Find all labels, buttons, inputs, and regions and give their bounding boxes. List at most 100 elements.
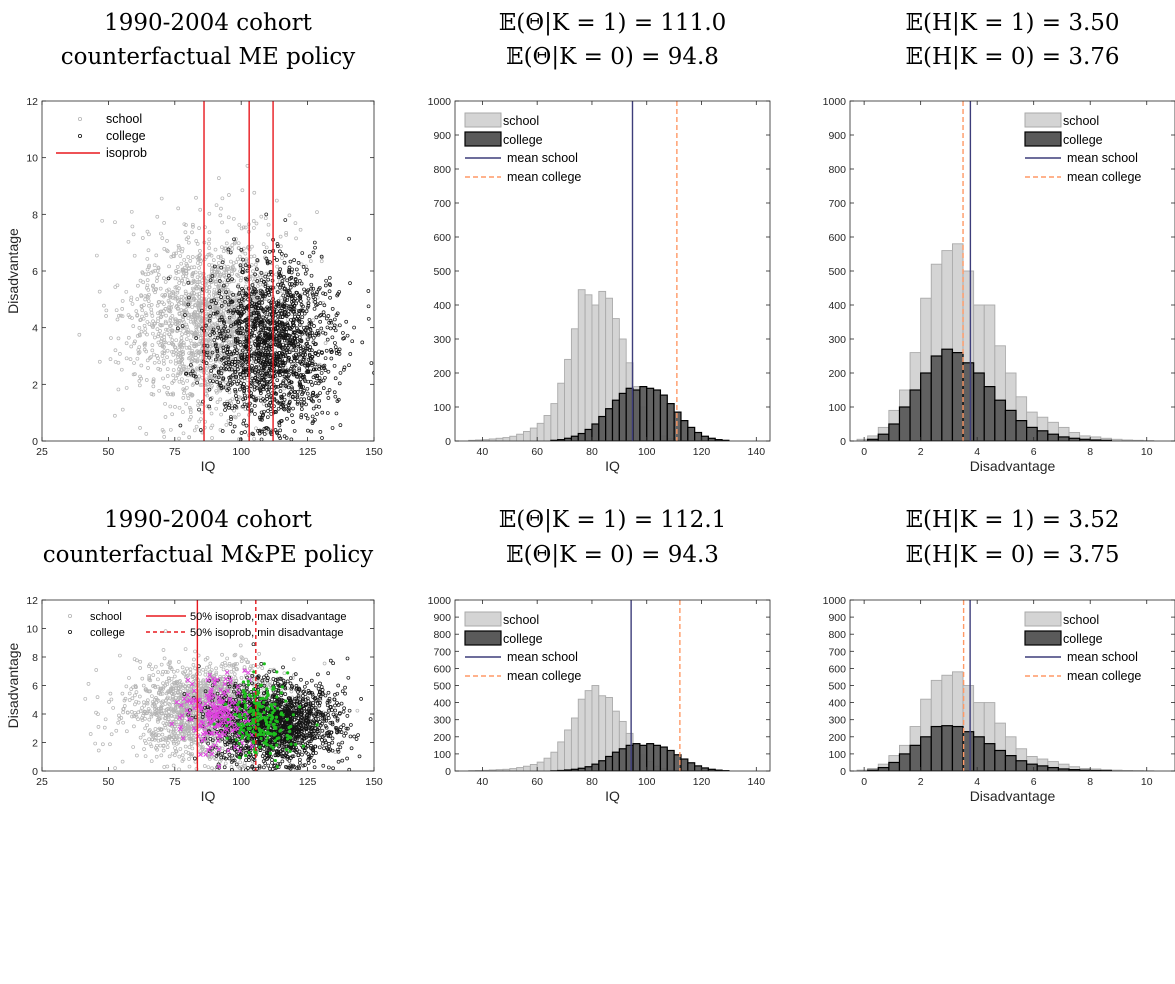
scatter-point [273,356,278,361]
scatter-point [305,362,310,367]
hist-bar [694,431,703,441]
scatter-point [241,370,246,375]
hist-bar [516,433,524,441]
hist-bar [550,403,559,441]
scatter-point [132,361,136,365]
scatter-point [206,382,211,387]
scatter-point [244,258,248,263]
scatter-point [306,428,310,433]
scatter-point [139,294,144,299]
scatter-point [323,341,328,345]
scatter-point [174,726,178,731]
scatter-point [243,251,248,256]
scatter-point [190,746,195,751]
scatter-point [255,279,260,283]
scatter-point [290,413,294,418]
scatter-point [287,213,292,218]
scatter-point [266,335,270,340]
scatter-point [124,356,129,361]
scatter-point [280,358,285,363]
scatter-point [240,326,245,331]
scatter-point [255,295,259,300]
scatter-point [260,351,265,356]
scatter-point [264,346,269,350]
scatter-point [215,272,220,277]
scatter-point [236,412,241,417]
scatter-point [136,710,141,715]
scatter-point [232,408,236,413]
scatter-point [283,218,288,222]
scatter-point [258,320,263,325]
scatter-point [257,354,262,359]
scatter-point [193,649,197,654]
scatter-point [303,328,308,333]
scatter-point [174,351,179,356]
scatter-point [277,369,281,374]
scatter-point [251,378,256,383]
scatter-point [222,274,227,278]
hist-bar [598,415,607,441]
scatter-point [260,361,265,366]
scatter-point [166,276,171,281]
scatter-point [242,388,246,393]
scatter-point [94,253,99,258]
scatter-point [217,176,221,181]
scatter-point [174,338,179,343]
scatter-point [150,314,155,318]
scatter-point [275,362,280,367]
scatter-point [233,369,237,374]
scatter-point [286,323,290,328]
scatter-point [228,308,232,313]
scatter-point [222,280,227,285]
scatter-point [179,336,184,340]
scatter-point [197,253,202,258]
hist-bar [563,437,573,441]
scatter-point [274,385,278,389]
scatter-point [165,367,170,372]
scatter-point [241,257,245,262]
scatter-point [289,437,294,441]
scatter-point [265,283,270,288]
scatter-point [240,188,245,193]
scatter-point [231,429,235,434]
scatter-point [275,290,280,295]
scatter-point [204,371,209,375]
scatter-point [144,378,149,382]
scatter-point [332,317,337,322]
scatter-point [325,411,330,415]
scatter-point [205,289,209,294]
scatter-point [143,311,148,316]
panel-title-line-2: counterfactual ME policy [61,44,356,70]
scatter-point [372,370,374,375]
legend-label-school: school [503,114,539,128]
scatter-point [304,413,308,418]
scatter-point [195,315,199,320]
hist-bar [877,433,890,441]
scatter-point [195,313,200,318]
scatter-point [278,389,283,393]
hist-bar [577,432,586,441]
scatter-point [235,330,240,335]
scatter-point [280,315,285,319]
scatter-point [315,290,319,295]
scatter-point [275,264,279,269]
scatter-point [125,729,129,734]
scatter-point [231,351,236,356]
scatter-point [320,436,324,440]
scatter-point [197,295,202,299]
scatter-point [240,348,245,353]
scatter-point [189,341,194,346]
scatter-point [135,658,139,663]
scatter-point [155,303,160,308]
scatter-point [257,387,262,391]
legend-label-school: school [106,112,142,126]
scatter-point [120,299,125,303]
x-axis-label: IQ [201,458,216,474]
scatter-point [210,341,215,345]
legend-swatch-school [1024,112,1062,128]
scatter-point [320,351,324,355]
scatter-point [294,290,299,295]
scatter-point [310,348,314,353]
scatter-point [313,367,318,372]
